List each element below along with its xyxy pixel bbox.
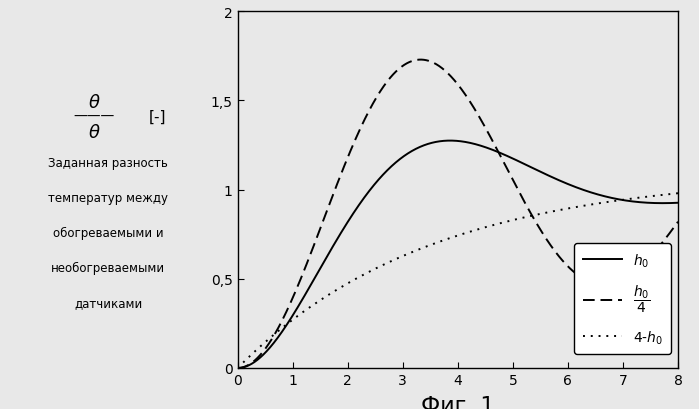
Text: температур между: температур между [48, 192, 168, 205]
Legend: $h_0$, $\dfrac{h_0}{4}$, $4$-$h_0$: $h_0$, $\dfrac{h_0}{4}$, $4$-$h_0$ [575, 243, 671, 354]
Text: ———: ——— [73, 110, 115, 124]
X-axis label: Фиг. 1: Фиг. 1 [421, 395, 495, 409]
Text: Заданная разность: Заданная разность [48, 157, 168, 170]
Text: $\theta$: $\theta$ [88, 124, 101, 142]
Text: необогреваемыми: необогреваемыми [51, 261, 166, 274]
Text: [-]: [-] [148, 109, 166, 124]
Text: $\theta$: $\theta$ [88, 93, 101, 111]
Text: датчиками: датчиками [74, 296, 143, 309]
Text: обогреваемыми и: обогреваемыми и [53, 227, 164, 240]
